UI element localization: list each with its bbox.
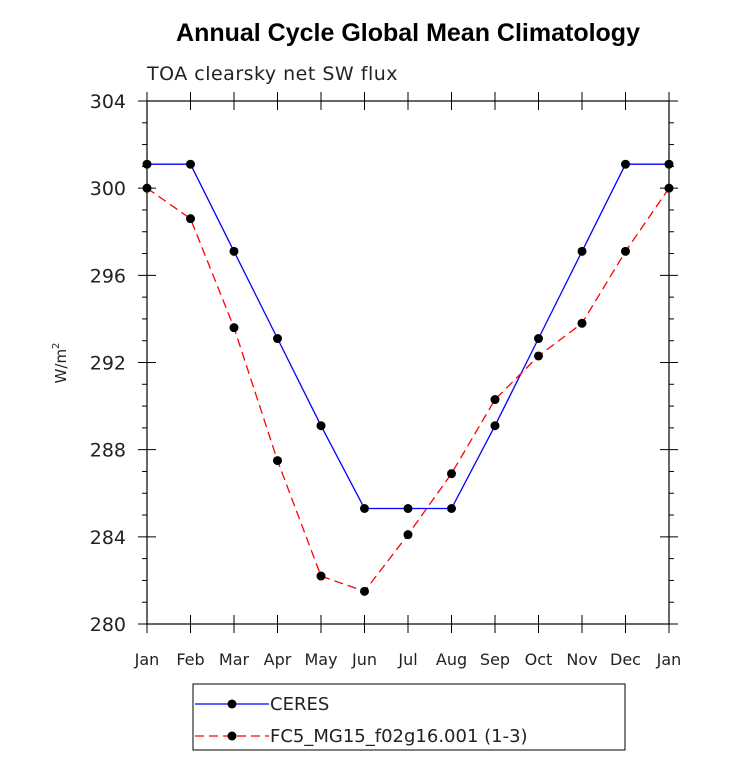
data-point	[664, 159, 674, 169]
data-point	[621, 159, 630, 169]
x-tick-label: Jan	[134, 650, 160, 669]
legend-marker-1	[227, 731, 237, 741]
data-point	[142, 159, 152, 169]
x-tick-label: May	[304, 650, 337, 669]
data-point	[534, 351, 543, 361]
x-tick-label: Jan	[656, 650, 682, 669]
data-point	[534, 334, 543, 344]
x-tick-label: Sep	[480, 650, 510, 669]
y-axis-label-text: W/m	[52, 349, 70, 384]
y-tick-label: 280	[90, 614, 126, 636]
series-line-0	[147, 163, 669, 510]
data-point	[360, 504, 369, 514]
y-tick-label: 300	[90, 178, 126, 200]
legend-label-1: FC5_MG15_f02g16.001 (1-3)	[270, 726, 528, 747]
plot-frame	[146, 100, 670, 625]
data-point	[447, 504, 456, 514]
series-lines	[146, 163, 670, 593]
data-point	[403, 504, 413, 514]
y-tick-label: 288	[90, 440, 126, 462]
y-axis-label: W/m2	[51, 343, 70, 384]
series-points	[142, 159, 674, 596]
y-axis-label-superscript: 2	[51, 343, 62, 349]
x-tick-label: Feb	[176, 650, 204, 669]
legend-marker-0	[227, 699, 237, 709]
x-tick-label: Jul	[397, 650, 417, 669]
chart-subtitle: TOA clearsky net SW flux	[146, 63, 398, 85]
y-tick-label: 284	[90, 527, 126, 549]
data-point	[664, 183, 674, 193]
chart-title: Annual Cycle Global Mean Climatology	[176, 19, 640, 47]
svg-text:W/m2: W/m2	[51, 343, 70, 384]
data-point	[360, 586, 369, 596]
x-tick-label: Nov	[566, 650, 597, 669]
data-point	[229, 246, 239, 256]
x-tick-label: Mar	[219, 650, 250, 669]
data-point	[316, 571, 326, 581]
data-point	[229, 323, 239, 333]
legend-label-0: CERES	[270, 694, 329, 715]
y-tick-labels: 280 284 288 292 296 300 304	[90, 91, 126, 636]
x-tick-label: Aug	[436, 650, 467, 669]
legend: CERES FC5_MG15_f02g16.001 (1-3)	[192, 683, 626, 751]
data-point	[490, 421, 500, 431]
legend-box	[192, 683, 626, 751]
data-point	[577, 318, 587, 328]
legend-entries: CERES FC5_MG15_f02g16.001 (1-3)	[195, 694, 528, 747]
data-point	[316, 421, 326, 431]
data-point	[142, 183, 152, 193]
x-tick-label: Jun	[351, 650, 377, 669]
data-point	[621, 246, 630, 256]
data-point	[273, 456, 282, 466]
x-tick-label: Oct	[525, 650, 553, 669]
data-point	[447, 469, 456, 479]
x-tick-labels: Jan Feb Mar Apr May Jun Jul Aug Sep Oct Nov Dec Jan	[134, 650, 682, 669]
data-point	[186, 214, 195, 224]
data-point	[490, 395, 500, 405]
y-tick-label: 296	[90, 265, 126, 287]
x-tick-label: Apr	[264, 650, 292, 669]
data-point	[403, 530, 413, 540]
y-tick-label: 292	[90, 353, 126, 375]
data-point	[273, 334, 282, 344]
data-point	[186, 159, 195, 169]
data-point	[577, 246, 587, 256]
x-tick-label: Dec	[610, 650, 641, 669]
y-tick-label: 304	[90, 91, 126, 113]
axis-ticks	[138, 92, 678, 633]
